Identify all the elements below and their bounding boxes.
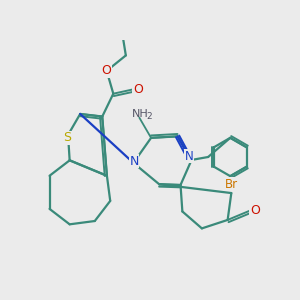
- Text: O: O: [133, 83, 143, 96]
- Text: O: O: [101, 64, 111, 77]
- Text: 2: 2: [146, 112, 152, 122]
- Text: N: N: [130, 154, 139, 167]
- Text: S: S: [63, 131, 71, 144]
- Text: N: N: [185, 150, 194, 163]
- Text: NH: NH: [132, 109, 148, 119]
- Text: Br: Br: [224, 178, 238, 191]
- Text: O: O: [250, 204, 260, 217]
